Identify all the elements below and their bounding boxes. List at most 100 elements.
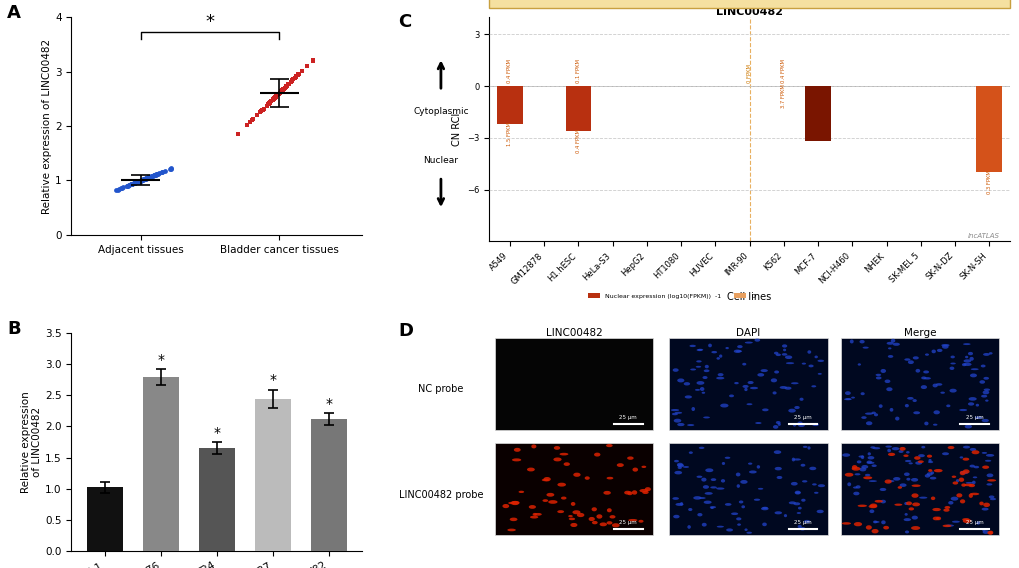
- Ellipse shape: [677, 466, 682, 469]
- Point: [290, 69, 307, 78]
- Ellipse shape: [907, 360, 913, 364]
- Ellipse shape: [813, 492, 817, 494]
- Ellipse shape: [887, 480, 894, 482]
- Ellipse shape: [731, 512, 738, 515]
- Text: A: A: [7, 4, 21, 22]
- Ellipse shape: [870, 465, 876, 467]
- Ellipse shape: [677, 464, 684, 467]
- Ellipse shape: [794, 491, 800, 495]
- Ellipse shape: [861, 465, 867, 469]
- Point: [150, 169, 166, 178]
- Ellipse shape: [687, 424, 694, 426]
- Point: [129, 177, 146, 186]
- Point: [126, 178, 143, 187]
- Point: [272, 87, 288, 96]
- Point: [290, 70, 307, 79]
- Ellipse shape: [904, 531, 908, 533]
- Ellipse shape: [955, 479, 959, 482]
- Ellipse shape: [793, 458, 800, 461]
- Point: [122, 180, 139, 189]
- Ellipse shape: [862, 346, 868, 349]
- Ellipse shape: [737, 345, 742, 348]
- Ellipse shape: [725, 457, 730, 459]
- Text: *: *: [213, 425, 220, 440]
- Text: 0.4 FPKM: 0.4 FPKM: [506, 60, 512, 83]
- Ellipse shape: [899, 483, 906, 487]
- Point: [267, 93, 283, 102]
- Ellipse shape: [960, 483, 965, 487]
- Ellipse shape: [737, 524, 740, 526]
- Point: [135, 175, 151, 184]
- Ellipse shape: [683, 382, 690, 386]
- Point: [281, 79, 298, 88]
- Ellipse shape: [788, 409, 795, 412]
- Point: [163, 164, 179, 173]
- Ellipse shape: [897, 486, 901, 489]
- Point: [140, 173, 156, 182]
- Point: [129, 177, 146, 186]
- Bar: [840, 338, 999, 430]
- Point: [143, 172, 159, 181]
- Ellipse shape: [910, 478, 917, 482]
- Ellipse shape: [695, 366, 700, 367]
- Ellipse shape: [913, 456, 920, 460]
- Ellipse shape: [631, 490, 637, 495]
- Ellipse shape: [744, 388, 747, 391]
- Ellipse shape: [904, 358, 910, 361]
- Ellipse shape: [675, 503, 683, 506]
- Ellipse shape: [888, 453, 895, 456]
- Ellipse shape: [948, 501, 953, 504]
- Point: [148, 170, 164, 179]
- Ellipse shape: [736, 517, 741, 520]
- Ellipse shape: [674, 460, 679, 462]
- Ellipse shape: [878, 488, 886, 491]
- Ellipse shape: [918, 496, 926, 499]
- Ellipse shape: [532, 513, 537, 516]
- Ellipse shape: [773, 370, 779, 374]
- Point: [280, 80, 297, 89]
- Ellipse shape: [964, 356, 967, 358]
- Point: [130, 177, 147, 186]
- Point: [284, 76, 301, 85]
- Ellipse shape: [888, 348, 891, 349]
- Ellipse shape: [879, 500, 886, 503]
- Point: [293, 66, 310, 76]
- Ellipse shape: [980, 452, 986, 454]
- Y-axis label: CN RCI: CN RCI: [451, 112, 462, 146]
- Point: [141, 173, 157, 182]
- Bar: [311, 419, 346, 551]
- Ellipse shape: [959, 499, 964, 503]
- Ellipse shape: [605, 444, 612, 447]
- Point: [244, 116, 260, 125]
- Ellipse shape: [908, 462, 912, 465]
- Ellipse shape: [817, 373, 821, 375]
- Ellipse shape: [674, 471, 682, 474]
- Ellipse shape: [747, 381, 753, 384]
- Ellipse shape: [788, 502, 795, 504]
- Ellipse shape: [573, 473, 580, 477]
- Text: *: *: [157, 353, 164, 367]
- Ellipse shape: [690, 369, 695, 370]
- Ellipse shape: [510, 517, 517, 521]
- Text: LINC00482: LINC00482: [545, 328, 601, 339]
- Point: [293, 67, 310, 76]
- Ellipse shape: [760, 507, 768, 510]
- Ellipse shape: [671, 409, 679, 411]
- Ellipse shape: [854, 473, 860, 475]
- Ellipse shape: [920, 385, 926, 389]
- Point: [111, 185, 127, 194]
- Point: [119, 181, 136, 190]
- Ellipse shape: [980, 508, 987, 511]
- Ellipse shape: [674, 419, 681, 423]
- Text: DAPI: DAPI: [736, 328, 759, 339]
- Ellipse shape: [981, 466, 988, 469]
- Point: [264, 95, 280, 105]
- Point: [305, 55, 321, 64]
- Ellipse shape: [756, 465, 759, 469]
- Point: [149, 169, 165, 178]
- Ellipse shape: [893, 477, 900, 481]
- Ellipse shape: [530, 516, 538, 519]
- Ellipse shape: [761, 507, 767, 509]
- Point: [264, 95, 280, 105]
- Text: 0.3 FPKM: 0.3 FPKM: [985, 170, 990, 194]
